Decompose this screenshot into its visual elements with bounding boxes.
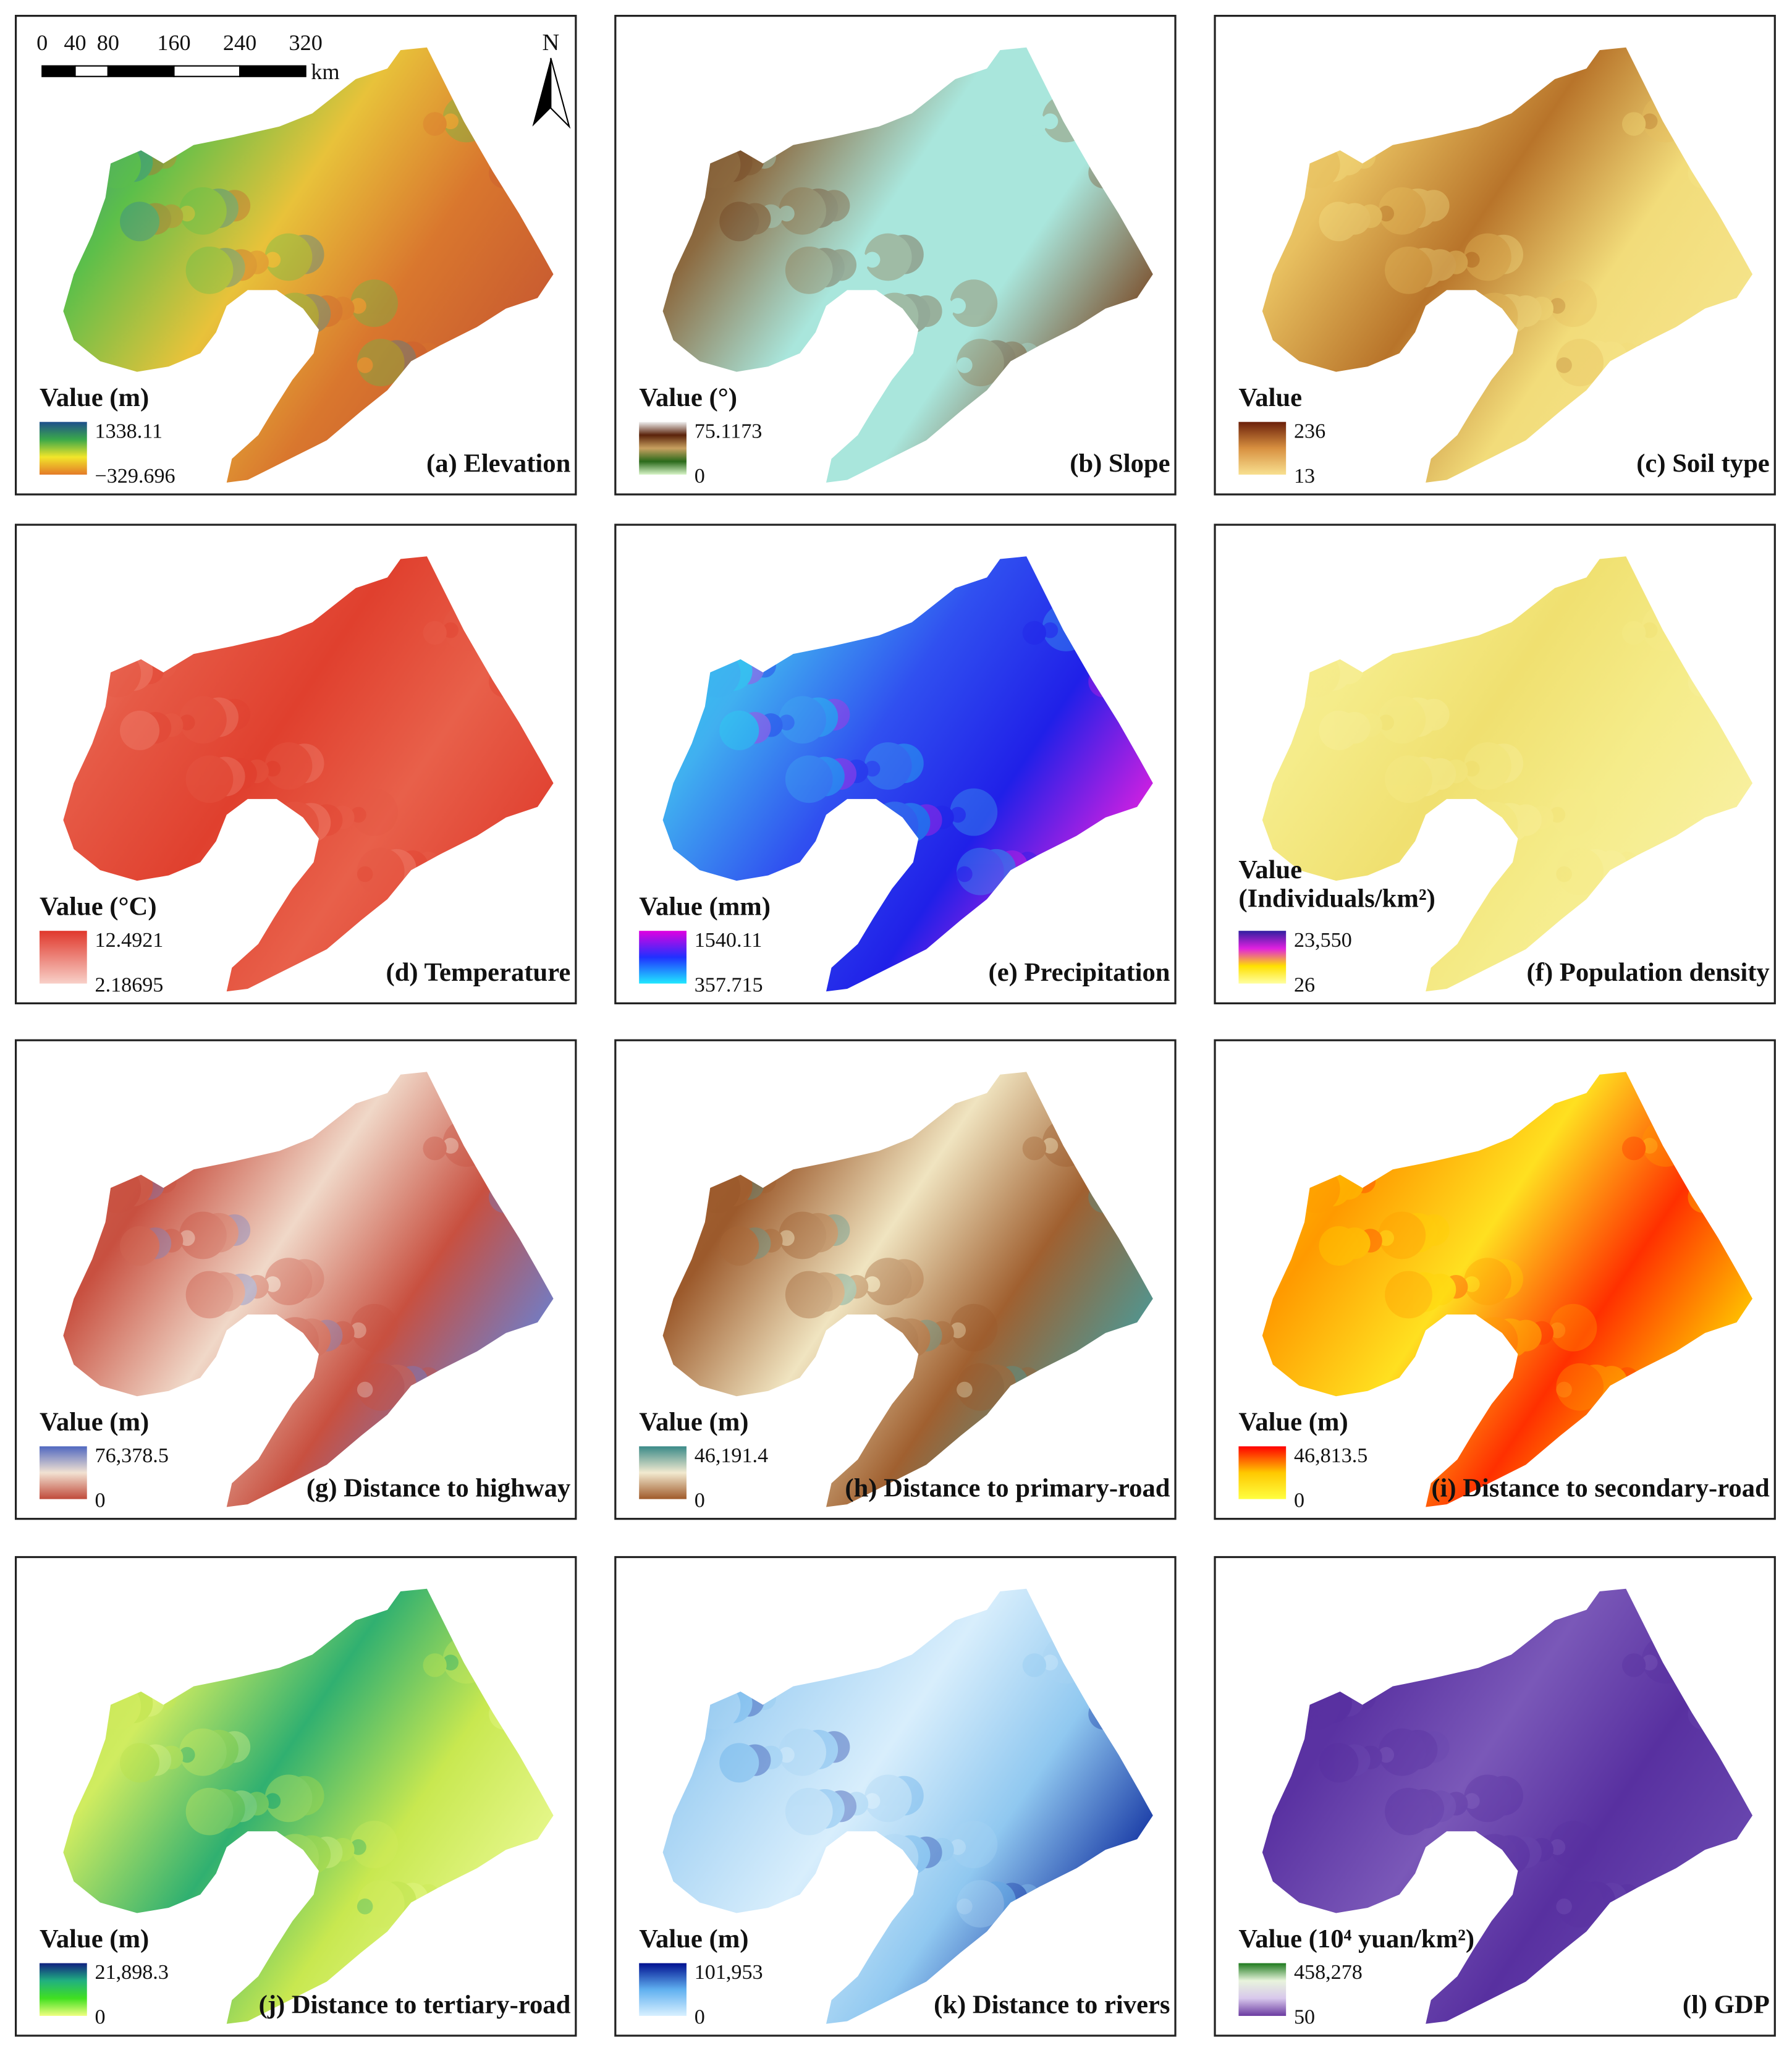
legend-ramp [39, 1963, 87, 2016]
legend-ramp [39, 1446, 87, 1499]
legend-title: Value (m) [40, 1408, 149, 1437]
legend-ramp [1238, 1963, 1287, 2016]
map-panel: Value (m) 46,191.4 0 (h) Distance to primar… [614, 1039, 1177, 1520]
legend-title: Value (mm) [639, 892, 771, 921]
legend-title: Value (°) [639, 383, 737, 412]
panel-caption: (e) Precipitation [989, 958, 1170, 987]
legend-min: 50 [1294, 2006, 1315, 2029]
scale-label: 240 [223, 30, 256, 55]
legend-title: Value (m) [40, 383, 149, 412]
scale-segment [107, 65, 175, 77]
scale-label: 40 [64, 30, 86, 55]
legend-ramp [1238, 931, 1287, 984]
legend-title: Value (m) [1238, 1408, 1348, 1437]
scale-label: 0 [36, 30, 48, 55]
map-panel: Value 236 13 (c) Soil type [1214, 15, 1776, 496]
legend-min: 357.715 [695, 973, 763, 996]
legend-max: 236 [1294, 420, 1325, 442]
map-panel: Value (m) 1338.11 −329.696 (a) Elevation 0 40… [14, 15, 577, 496]
legend-max: 458,278 [1294, 1961, 1363, 1984]
legend-min: 26 [1294, 973, 1315, 996]
north-arrow [532, 57, 551, 127]
legend-ramp [1238, 1446, 1287, 1499]
panel-caption: (f) Population density [1527, 958, 1770, 987]
map-panel: Value (°) 75.1173 0 (b) Slope [614, 15, 1177, 496]
panel-caption: (i) Distance to secondary-road [1431, 1473, 1770, 1502]
legend-min: 2.18695 [95, 973, 164, 996]
legend-ramp [639, 931, 687, 984]
panel-caption: (d) Temperature [386, 958, 571, 987]
legend-title: Value (°C) [40, 892, 157, 921]
legend-max: 75.1173 [695, 420, 763, 442]
north-arrow [550, 57, 571, 129]
map-panel: Value (m) 101,953 0 (k) Distance to rivers [614, 1556, 1177, 2037]
map-panel: Value(Individuals/km²) 23,550 26 (f) Popula… [1214, 523, 1776, 1005]
scale-label: 80 [97, 30, 119, 55]
map-panel: Value (°C) 12.4921 2.18695 (d) Temperature [14, 523, 577, 1005]
legend-min: 13 [1294, 465, 1315, 488]
legend-min: 0 [95, 1489, 106, 1512]
scale-segment [74, 65, 109, 77]
legend-ramp [39, 931, 87, 984]
scale-segment [173, 65, 241, 77]
panel-caption: (k) Distance to rivers [934, 1991, 1170, 2020]
legend-min: 0 [695, 2006, 705, 2029]
scale-label: 160 [157, 30, 190, 55]
scale-label: 320 [289, 30, 323, 55]
panel-caption: (a) Elevation [426, 449, 571, 478]
scale-segment [239, 65, 306, 77]
legend-max: 101,953 [695, 1961, 763, 1984]
legend-ramp [639, 1963, 687, 2016]
legend-title: (Individuals/km²) [1238, 884, 1435, 913]
map-panel: Value (m) 76,378.5 0 (g) Distance to highwa… [14, 1039, 577, 1520]
legend-title: Value [1238, 855, 1302, 884]
legend-ramp [39, 421, 87, 475]
panel-caption: (b) Slope [1070, 449, 1170, 478]
panel-caption: (g) Distance to highway [306, 1473, 570, 1502]
legend-title: Value [1238, 383, 1302, 412]
legend-max: 1338.11 [95, 420, 163, 442]
scale-segment [41, 65, 76, 77]
north-label: N [542, 30, 559, 56]
legend-max: 23,550 [1294, 929, 1352, 952]
legend-title: Value (m) [639, 1924, 748, 1954]
map-panel: Value (mm) 1540.11 357.715 (e) Precipitatio… [614, 523, 1177, 1005]
scale-unit: km [311, 59, 339, 84]
legend-ramp [639, 421, 687, 475]
panel-caption: (h) Distance to primary-road [845, 1473, 1170, 1502]
panel-caption: (c) Soil type [1636, 449, 1769, 478]
legend-min: 0 [95, 2006, 106, 2029]
map-panel: Value (m) 21,898.3 0 (j) Distance to tertia… [14, 1556, 577, 2037]
panel-caption: (l) GDP [1683, 1991, 1770, 2020]
legend-min: 0 [695, 1489, 705, 1512]
legend-max: 46,191.4 [695, 1444, 768, 1467]
legend-min: −329.696 [95, 465, 175, 488]
legend-max: 12.4921 [95, 929, 164, 952]
legend-min: 0 [695, 465, 705, 488]
legend-ramp [639, 1446, 687, 1499]
legend-max: 1540.11 [695, 929, 763, 952]
panel-caption: (j) Distance to tertiary-road [259, 1991, 571, 2020]
legend-title: Value (m) [639, 1408, 748, 1437]
map-panel: Value (m) 46,813.5 0 (i) Distance to second… [1214, 1039, 1776, 1520]
legend-min: 0 [1294, 1489, 1304, 1512]
legend-max: 46,813.5 [1294, 1444, 1367, 1467]
legend-title: Value (m) [40, 1924, 149, 1954]
legend-max: 21,898.3 [95, 1961, 169, 1984]
legend-max: 76,378.5 [95, 1444, 169, 1467]
legend-title: Value (10⁴ yuan/km²) [1238, 1924, 1474, 1954]
map-panel: Value (10⁴ yuan/km²) 458,278 50 (l) GDP [1214, 1556, 1776, 2037]
legend-ramp [1238, 421, 1287, 475]
